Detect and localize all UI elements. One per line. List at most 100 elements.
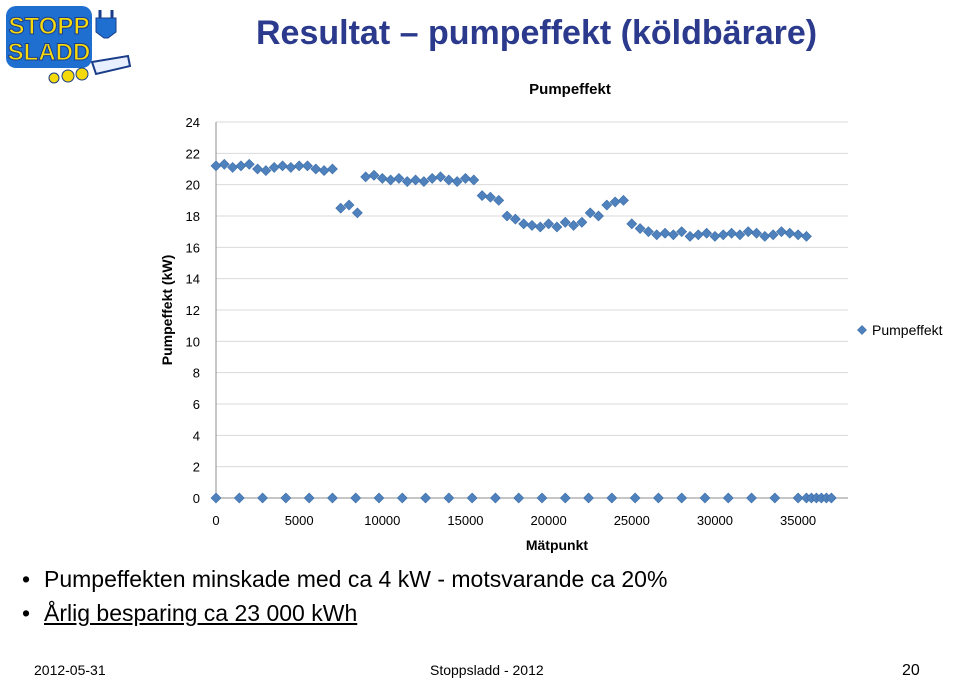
data-point: [717, 229, 729, 241]
data-point: [335, 202, 347, 214]
logo-background: [6, 6, 92, 68]
data-point: [443, 174, 455, 186]
data-point: [368, 169, 380, 181]
data-point: [293, 160, 305, 172]
data-point: [769, 492, 781, 504]
bullet-item: • Årlig besparing ca 23 000 kWh: [22, 600, 667, 626]
data-point: [376, 172, 388, 184]
y-tick-label: 2: [193, 460, 200, 475]
data-point: [518, 218, 530, 230]
legend-marker: [857, 325, 867, 335]
data-point: [601, 199, 613, 211]
y-tick-label: 4: [193, 428, 200, 443]
logo-line2: SLADD: [8, 39, 91, 66]
data-point: [210, 492, 222, 504]
data-point: [326, 163, 338, 175]
stoppsladd-logo: STOPP SLADD: [6, 6, 132, 84]
data-point: [351, 207, 363, 219]
x-tick-label: 35000: [780, 513, 816, 528]
bullet-item: • Pumpeffekten minskade med ca 4 kW - mot…: [22, 566, 667, 592]
coin-icon: [75, 67, 89, 81]
data-point: [722, 492, 734, 504]
data-point: [626, 218, 638, 230]
x-tick-label: 20000: [531, 513, 567, 528]
data-point: [303, 492, 315, 504]
data-point: [583, 492, 594, 504]
data-point: [701, 227, 713, 239]
data-point: [396, 492, 408, 504]
data-point: [559, 492, 571, 504]
data-point: [252, 163, 264, 175]
data-point: [792, 229, 804, 241]
x-tick-label: 30000: [697, 513, 733, 528]
x-tick-label: 10000: [364, 513, 400, 528]
data-point: [410, 174, 422, 186]
data-point: [468, 174, 480, 186]
data-point: [629, 492, 641, 504]
footer-center: Stoppsladd - 2012: [430, 662, 544, 678]
data-point: [210, 160, 222, 172]
data-point: [551, 221, 563, 233]
data-point: [460, 172, 471, 184]
bullet-dot: •: [22, 566, 31, 592]
y-tick-label: 20: [186, 178, 200, 193]
data-point: [257, 492, 268, 504]
data-point: [277, 160, 288, 172]
data-point: [373, 492, 385, 504]
y-tick-label: 0: [193, 491, 200, 506]
data-point: [443, 492, 455, 504]
data-point: [489, 492, 501, 504]
data-point: [360, 171, 372, 183]
x-axis-label: Mätpunkt: [526, 537, 589, 553]
legend-label: Pumpeffekt: [872, 322, 943, 338]
data-point: [746, 492, 757, 504]
data-point: [302, 160, 313, 172]
data-point: [742, 226, 754, 238]
data-point: [699, 492, 711, 504]
data-point: [784, 227, 796, 239]
y-tick-label: 16: [186, 240, 200, 255]
coin-icon: [61, 69, 75, 83]
data-point: [243, 158, 255, 170]
x-tick-label: 0: [212, 513, 219, 528]
data-point: [493, 194, 505, 206]
data-point: [767, 229, 779, 241]
data-point: [285, 162, 297, 173]
y-axis-label: Pumpeffekt (kW): [159, 255, 175, 365]
bullet-list: • Pumpeffekten minskade med ca 4 kW - mot…: [22, 566, 667, 634]
data-point: [776, 226, 787, 238]
data-point: [667, 229, 679, 241]
data-point: [593, 210, 604, 222]
x-tick-label: 15000: [447, 513, 483, 528]
y-tick-label: 24: [186, 115, 200, 130]
data-point: [642, 226, 654, 238]
skate-icon: [90, 54, 132, 76]
data-point: [218, 158, 230, 170]
plug-prongs-icon: [98, 10, 114, 18]
data-point: [451, 176, 463, 187]
slide-title: Resultat – pumpeffekt (köldbärare): [256, 14, 818, 52]
data-point: [606, 492, 618, 504]
data-point: [466, 492, 478, 504]
data-point: [501, 210, 513, 222]
data-point: [513, 492, 525, 504]
data-point: [659, 227, 671, 239]
data-point: [634, 223, 646, 234]
bullet-dot: •: [22, 600, 31, 626]
x-tick-label: 25000: [614, 513, 650, 528]
data-point: [568, 219, 580, 231]
y-tick-label: 14: [186, 272, 200, 287]
y-tick-label: 10: [186, 334, 200, 349]
data-point: [393, 172, 405, 184]
data-point: [280, 492, 292, 504]
data-point: [800, 230, 812, 242]
data-point: [343, 199, 355, 211]
data-point: [576, 216, 588, 228]
data-point: [536, 492, 548, 504]
data-point: [534, 221, 546, 233]
data-point: [420, 492, 431, 504]
data-point: [825, 492, 837, 504]
data-point: [751, 227, 762, 239]
data-point: [692, 229, 704, 241]
